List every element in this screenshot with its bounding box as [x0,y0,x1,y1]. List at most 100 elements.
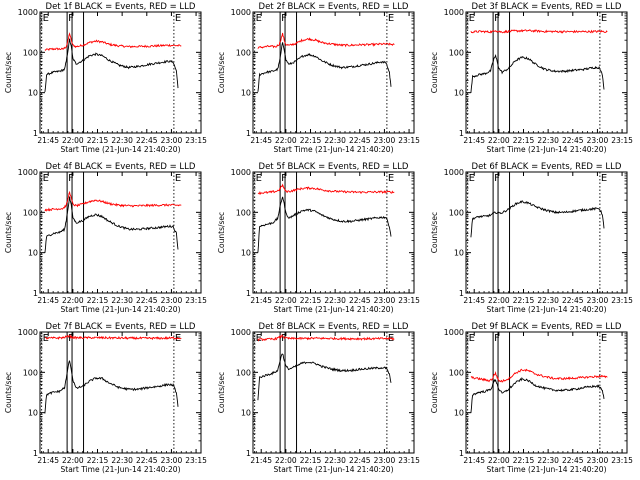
plot-frame [465,171,628,294]
x-tick-label: 22:15 [87,136,109,145]
x-tick-label: 22:15 [513,456,535,465]
y-tick-label: 100 [23,368,38,377]
x-tick-label: 22:00 [62,296,84,305]
y-tick-label: 1000 [231,8,251,17]
x-tick-label: 22:00 [62,136,84,145]
marker-label: F [68,13,74,24]
x-tick-label: 22:00 [275,136,297,145]
lld-series-line [44,334,182,341]
x-tick-label: 23:15 [398,296,420,305]
x-tick-label: 22:45 [562,136,584,145]
x-tick-label: 22:30 [537,456,559,465]
detector-chart-9: Det 9f BLACK = Events, RED = LLD 1 10 100 10… [430,322,633,474]
chart-title: Det 8f BLACK = Events, RED = LLD [259,322,409,332]
y-tick-label: 1 [33,289,38,298]
x-tick-label: 22:15 [513,296,535,305]
plot-frame [252,331,415,454]
x-tick-label: 22:15 [300,296,322,305]
x-tick-label: 23:00 [374,136,396,145]
events-series-line [44,38,179,92]
marker-label: E [175,173,181,184]
events-series-line [257,42,392,92]
plot-frame [465,331,628,454]
chart-title: Det 2f BLACK = Events, RED = LLD [259,2,409,12]
x-tick-label: 23:00 [587,296,609,305]
x-axis-label: Start Time (21-Jun-14 21:40:20) [61,305,181,314]
x-axis-label: Start Time (21-Jun-14 21:40:20) [487,465,607,474]
lld-series-line [257,183,395,195]
y-tick-label: 10 [241,249,251,258]
marker-label: E [601,333,607,344]
x-tick-label: 23:15 [611,296,633,305]
marker-label: E [256,13,262,24]
y-tick-label: 10 [241,89,251,98]
x-tick-label: 21:45 [37,296,59,305]
x-tick-label: 23:00 [374,456,396,465]
marker-label: E [388,13,394,24]
x-tick-label: 23:00 [587,456,609,465]
x-tick-label: 23:00 [587,136,609,145]
marker-label: E [388,173,394,184]
chart-title: Det 9f BLACK = Events, RED = LLD [472,322,622,332]
lld-series-line [44,32,182,51]
chart-title: Det 4f BLACK = Events, RED = LLD [46,162,196,172]
y-tick-label: 10 [454,409,464,418]
x-tick-label: 21:45 [37,136,59,145]
y-tick-label: 10 [454,89,464,98]
y-tick-label: 10 [28,409,38,418]
events-series-line [470,54,605,93]
marker-label: E [256,333,262,344]
y-axis-label: Counts/sec [4,52,13,93]
y-tick-label: 1000 [444,168,464,177]
y-tick-label: 1 [33,449,38,458]
x-tick-label: 22:45 [349,456,371,465]
x-tick-label: 23:00 [161,296,183,305]
marker-label: E [43,173,49,184]
x-tick-label: 22:30 [324,456,346,465]
x-tick-label: 21:45 [250,296,272,305]
x-tick-label: 22:00 [275,296,297,305]
x-axis-label: Start Time (21-Jun-14 21:40:20) [274,145,394,154]
marker-label: E [175,13,181,24]
events-series-line [257,196,392,253]
x-tick-label: 22:45 [349,296,371,305]
x-tick-label: 22:15 [87,296,109,305]
y-tick-label: 1 [246,289,251,298]
detector-chart-5: Det 5f BLACK = Events, RED = LLD 1 10 100 10… [217,162,420,314]
x-tick-label: 22:15 [87,456,109,465]
x-tick-label: 22:30 [111,296,133,305]
y-tick-label: 10 [28,249,38,258]
y-tick-label: 1 [246,129,251,138]
detector-chart-3: Det 3f BLACK = Events, RED = LLD 1 10 100 10… [430,2,633,154]
chart-title: Det 3f BLACK = Events, RED = LLD [472,2,622,12]
detector-chart-6: Det 6f BLACK = Events, RED = LLD 1 10 100 10… [430,162,633,314]
x-tick-label: 23:15 [611,456,633,465]
y-tick-label: 100 [236,208,251,217]
x-tick-label: 23:15 [185,296,207,305]
marker-label: F [68,173,74,184]
plot-frame [252,171,415,294]
x-tick-label: 22:30 [111,136,133,145]
x-tick-label: 22:30 [324,296,346,305]
lld-series-line [44,190,182,212]
marker-label: F [494,173,500,184]
chart-title: Det 1f BLACK = Events, RED = LLD [46,2,196,12]
x-tick-label: 22:45 [136,136,158,145]
lld-series-line [257,334,395,342]
y-tick-label: 100 [23,208,38,217]
x-axis-label: Start Time (21-Jun-14 21:40:20) [61,145,181,154]
marker-label: E [43,333,49,344]
y-tick-label: 100 [449,368,464,377]
y-axis-label: Counts/sec [4,372,13,413]
y-tick-label: 100 [236,48,251,57]
marker-label: E [256,173,262,184]
plot-frame [465,11,628,134]
x-tick-label: 22:45 [562,456,584,465]
chart-title: Det 6f BLACK = Events, RED = LLD [472,162,622,172]
x-tick-label: 23:15 [398,136,420,145]
detector-chart-8: Det 8f BLACK = Events, RED = LLD 1 10 100 10… [217,322,420,474]
marker-label: F [281,13,287,24]
x-tick-label: 22:30 [537,136,559,145]
x-tick-label: 23:15 [611,136,633,145]
